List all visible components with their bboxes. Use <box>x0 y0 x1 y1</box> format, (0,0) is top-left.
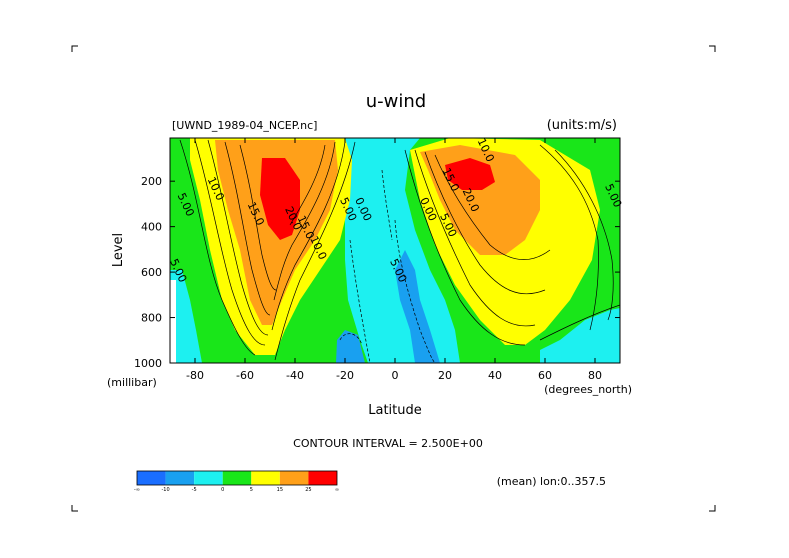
y-tick-label: 200 <box>141 175 162 188</box>
colorbar-swatch <box>222 471 252 485</box>
colorbar-label: -10 <box>161 487 169 493</box>
x-tick-label: -80 <box>186 369 204 382</box>
units-label: (units:m/s) <box>547 118 617 133</box>
y-tick-label: 1000 <box>134 357 162 370</box>
mean-label: (mean) lon:0..357.5 <box>497 475 606 488</box>
y-axis-label: Level <box>111 233 126 267</box>
colorbar-swatch <box>279 471 309 485</box>
colorbar-swatch <box>165 471 195 485</box>
colorbar-swatch <box>251 471 280 485</box>
colorbar-label: 5 <box>250 487 253 493</box>
x-axis-label: Latitude <box>368 403 422 418</box>
contour-lines <box>179 139 620 361</box>
y-axis-units: (millibar) <box>107 376 157 389</box>
x-tick-label: -20 <box>336 369 354 382</box>
x-tick-label: -60 <box>236 369 254 382</box>
field-band-south-jet-red <box>260 158 300 240</box>
x-tick-label: -40 <box>286 369 304 382</box>
colorbar-label: -∞ <box>134 487 140 493</box>
colorbar-label: 15 <box>277 487 283 493</box>
field-band-blue-lobe <box>336 330 365 363</box>
colorbar: -∞ -10 -5 0 5 15 25 ∞ <box>134 470 339 493</box>
plot-area <box>170 138 620 363</box>
contour-interval-label: CONTOUR INTERVAL = 2.500E+00 <box>293 437 483 450</box>
crop-marks <box>71 45 716 512</box>
y-axis-ticks: 200 400 600 800 1000 <box>134 175 620 370</box>
x-tick-label: 60 <box>538 369 552 382</box>
x-tick-label: 20 <box>438 369 452 382</box>
contour-lines-negative <box>339 169 436 363</box>
colorbar-swatch <box>308 471 337 485</box>
field-band-south-polar <box>170 270 202 363</box>
colorbar-label: 0 <box>221 487 224 493</box>
x-tick-label: 0 <box>392 369 399 382</box>
x-tick-label: 40 <box>488 369 502 382</box>
colorbar-frame <box>136 470 338 486</box>
field-band-north-low <box>540 308 620 363</box>
field-missing <box>170 280 176 363</box>
colorbar-swatch <box>137 471 166 485</box>
colorbar-label: ∞ <box>335 487 339 493</box>
colorbar-swatch <box>194 471 223 485</box>
field-band-blue-lobe <box>395 250 440 363</box>
x-tick-label: 80 <box>588 369 602 382</box>
y-tick-label: 600 <box>141 266 162 279</box>
dataset-label: [UWND_1989-04_NCEP.nc] <box>172 119 317 132</box>
x-axis-units: (degrees_north) <box>544 383 632 396</box>
x-axis-ticks: -80 -60 -40 -20 0 20 40 60 80 <box>186 138 602 382</box>
chart-title: u-wind <box>366 91 426 112</box>
colorbar-label: -5 <box>192 487 197 493</box>
colorbar-label: 25 <box>305 487 311 493</box>
field-band-north-jet-red <box>445 158 495 190</box>
y-tick-label: 800 <box>141 312 162 325</box>
y-tick-label: 400 <box>141 221 162 234</box>
